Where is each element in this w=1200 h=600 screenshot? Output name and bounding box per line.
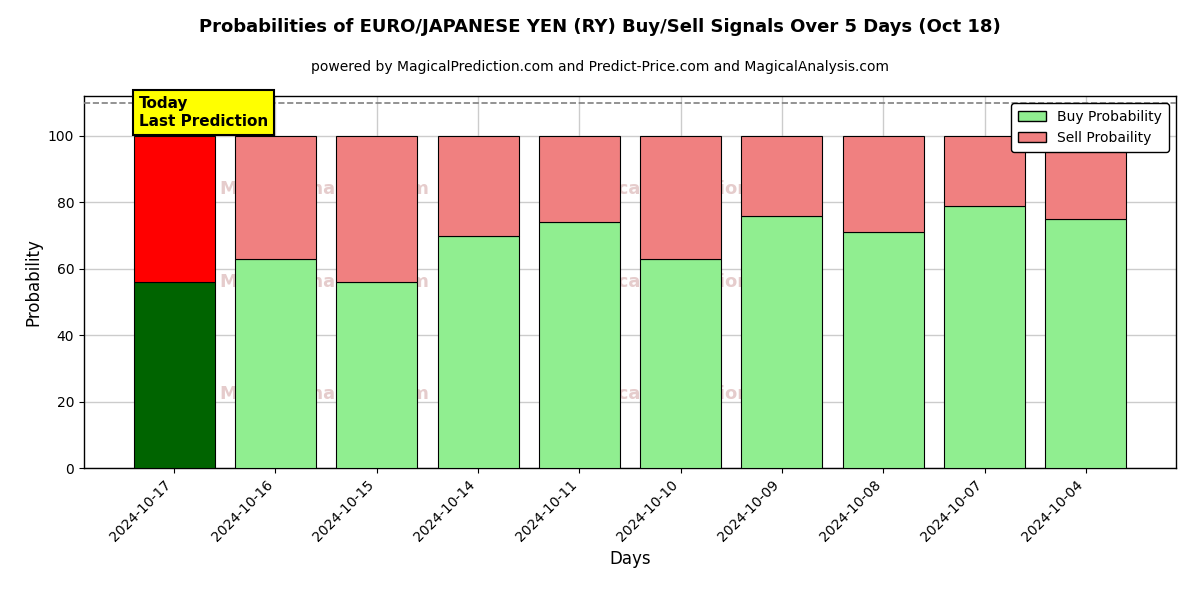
- Text: Probabilities of EURO/JAPANESE YEN (RY) Buy/Sell Signals Over 5 Days (Oct 18): Probabilities of EURO/JAPANESE YEN (RY) …: [199, 18, 1001, 36]
- Text: Today
Last Prediction: Today Last Prediction: [139, 97, 268, 129]
- Bar: [539, 136, 620, 222]
- Bar: [1045, 136, 1127, 219]
- Bar: [235, 136, 316, 259]
- Legend: Buy Probability, Sell Probaility: Buy Probability, Sell Probaility: [1012, 103, 1169, 152]
- Y-axis label: Probability: Probability: [24, 238, 42, 326]
- Bar: [640, 259, 721, 468]
- Text: MagicalPrediction.com: MagicalPrediction.com: [570, 385, 799, 403]
- Text: MagicalPrediction.com: MagicalPrediction.com: [570, 273, 799, 291]
- Bar: [438, 136, 518, 236]
- Bar: [336, 282, 418, 468]
- Bar: [133, 136, 215, 282]
- Bar: [1045, 219, 1127, 468]
- Bar: [944, 136, 1025, 206]
- Bar: [133, 282, 215, 468]
- Bar: [336, 136, 418, 282]
- Bar: [944, 206, 1025, 468]
- Bar: [640, 136, 721, 259]
- Bar: [742, 136, 822, 215]
- Text: MagicalPrediction.com: MagicalPrediction.com: [570, 180, 799, 198]
- Text: MagicalAnalysis.com: MagicalAnalysis.com: [220, 385, 430, 403]
- Bar: [539, 222, 620, 468]
- X-axis label: Days: Days: [610, 550, 650, 568]
- Bar: [438, 236, 518, 468]
- Bar: [742, 215, 822, 468]
- Bar: [235, 259, 316, 468]
- Bar: [842, 136, 924, 232]
- Bar: [842, 232, 924, 468]
- Text: powered by MagicalPrediction.com and Predict-Price.com and MagicalAnalysis.com: powered by MagicalPrediction.com and Pre…: [311, 60, 889, 74]
- Text: MagicalAnalysis.com: MagicalAnalysis.com: [220, 273, 430, 291]
- Text: MagicalAnalysis.com: MagicalAnalysis.com: [220, 180, 430, 198]
